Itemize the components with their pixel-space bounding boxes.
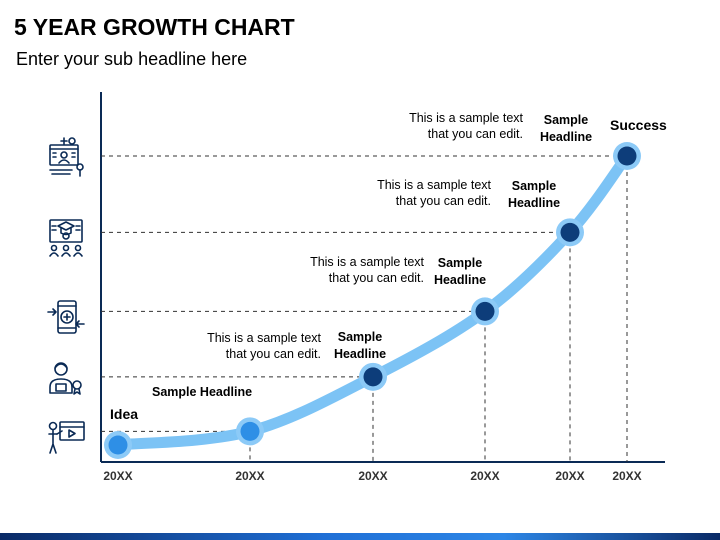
page-title: 5 YEAR GROWTH CHART (14, 14, 295, 40)
annotation-headline-4: Sample Headline (507, 179, 561, 210)
data-point-1 (240, 421, 260, 441)
annotation-headline-2: Sample Headline (333, 330, 387, 361)
graduation-video-icon (49, 219, 83, 257)
footer-bar (0, 533, 720, 540)
data-point-0 (108, 435, 128, 455)
mobile-recycle-icon (47, 300, 85, 334)
end-label: Success (610, 117, 667, 133)
x-tick-label-3: 20XX (470, 469, 500, 483)
data-point-4 (560, 222, 580, 242)
annotation-headline-5: Sample Headline (539, 113, 593, 144)
teacher-board-icon (48, 421, 85, 454)
x-tick-label-1: 20XX (235, 469, 265, 483)
start-label: Idea (110, 406, 139, 422)
x-tick-label-2: 20XX (358, 469, 388, 483)
annotation-text-4: This is a sample text that you can edit. (377, 178, 491, 208)
page-subtitle: Enter your sub headline here (16, 49, 248, 69)
x-tick-label-0: 20XX (103, 469, 133, 483)
presenter-icon (49, 362, 82, 395)
data-point-3 (475, 301, 495, 321)
annotation-text-3: This is a sample text that you can edit. (310, 255, 424, 285)
x-tick-label-4: 20XX (555, 469, 585, 483)
annotation-headline-3: Sample Headline (433, 256, 487, 287)
annotation-text-5: This is a sample text that you can edit. (409, 111, 523, 141)
data-point-5 (617, 146, 637, 166)
data-point-2 (363, 367, 383, 387)
annotation-headline-1: Sample Headline (152, 385, 253, 399)
online-meeting-icon (49, 137, 84, 177)
x-tick-label-5: 20XX (612, 469, 642, 483)
annotation-text-2: This is a sample text that you can edit. (207, 331, 321, 361)
